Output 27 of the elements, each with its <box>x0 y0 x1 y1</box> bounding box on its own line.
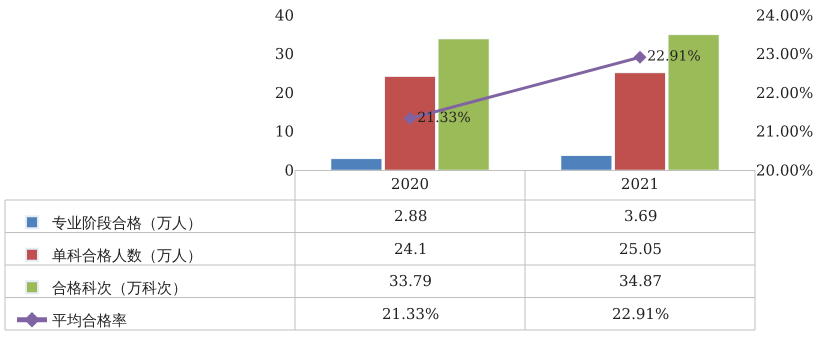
data-label: 34.87 <box>619 272 662 290</box>
legend-label: 平均合格率 <box>52 312 127 330</box>
y-tick-label: 0 <box>284 161 294 180</box>
y2-tick-label: 22.00% <box>756 84 814 102</box>
bar <box>560 155 612 170</box>
data-label: 24.1 <box>394 240 428 258</box>
y2-tick-label: 21.00% <box>756 122 814 140</box>
data-label: 21.33% <box>382 305 440 323</box>
data-label: 25.05 <box>619 240 662 258</box>
legend-label: 单科合格人数（万人） <box>52 246 202 265</box>
y-tick-label: 20 <box>274 84 294 102</box>
data-label: 33.79 <box>389 272 432 290</box>
y2-tick-label: 24.00% <box>756 6 814 24</box>
x-tick-label: 2020 <box>390 175 430 193</box>
data-label: 22.91% <box>612 305 670 323</box>
y-tick-label: 30 <box>274 45 294 63</box>
y-tick-label: 10 <box>274 122 294 140</box>
legend-label: 合格科次（万科次） <box>52 279 187 298</box>
y-tick-label: 40 <box>274 6 294 24</box>
bar <box>330 158 382 170</box>
data-label: 3.69 <box>624 207 658 225</box>
y2-tick-label: 23.00% <box>756 45 814 63</box>
legend-label: 专业阶段合格（万人） <box>52 214 202 232</box>
data-label: 2.88 <box>394 207 428 225</box>
y2-tick-label: 20.00% <box>756 161 814 180</box>
x-tick-label: 2021 <box>620 175 660 193</box>
bar <box>614 72 666 170</box>
